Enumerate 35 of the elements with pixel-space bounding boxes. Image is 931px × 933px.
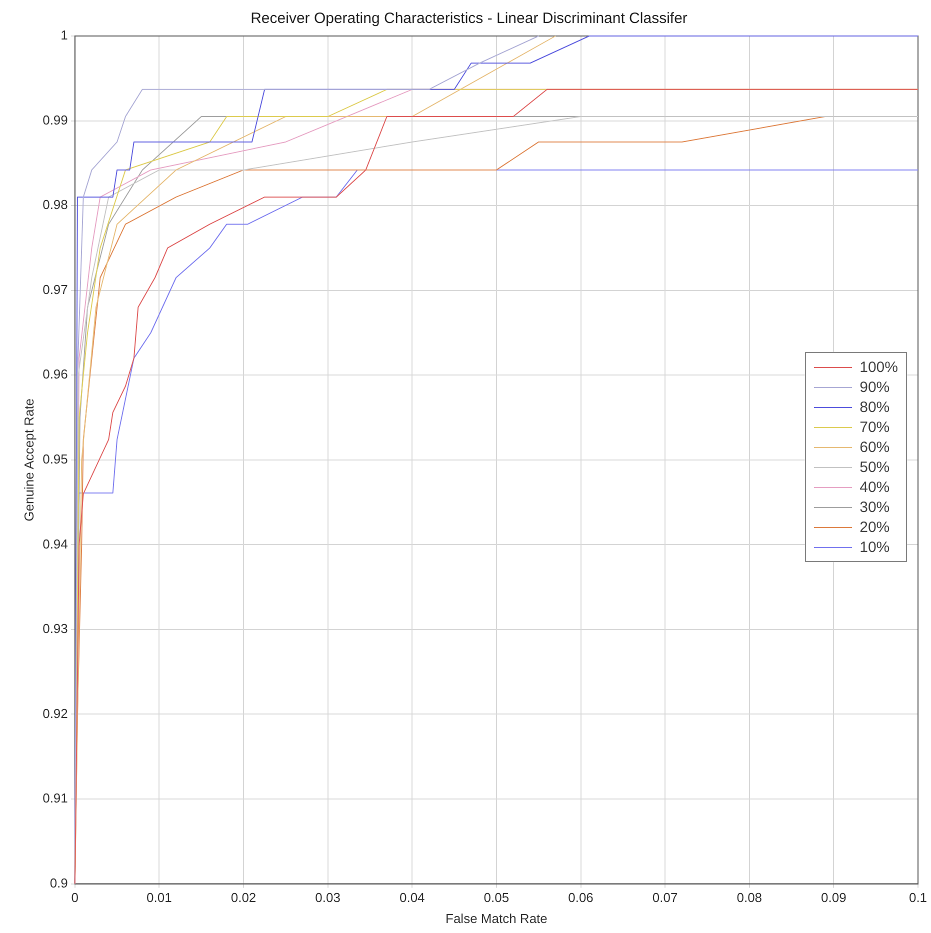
y-tick-label: 0.99	[42, 112, 68, 128]
chart-title: Receiver Operating Characteristics - Linear Discriminant Classifer	[250, 10, 688, 28]
y-tick-label: 0.9	[50, 875, 68, 890]
legend-label: 100%	[860, 358, 898, 376]
y-axis-title: Genuine Accept Rate	[21, 398, 36, 522]
x-tick-label: 0.06	[568, 890, 594, 906]
y-tick-label: 0.95	[42, 451, 68, 466]
x-tick-label: 0.05	[484, 890, 510, 906]
y-tick-label: 0.92	[42, 706, 68, 721]
x-tick-label: 0.1	[908, 890, 928, 906]
x-tick-label: 0.03	[315, 890, 340, 906]
y-tick-label: 1	[60, 28, 68, 43]
legend-label: 70%	[860, 418, 890, 436]
legend-label: 40%	[860, 478, 890, 496]
y-tick-label: 0.94	[42, 536, 68, 552]
y-tick-label: 0.93	[42, 621, 68, 636]
legend-label: 30%	[860, 498, 890, 516]
x-tick-label: 0.02	[230, 890, 256, 906]
y-tick-label: 0.98	[42, 197, 68, 212]
legend-label: 10%	[860, 538, 890, 556]
x-tick-label: 0.08	[736, 890, 762, 906]
legend-label: 20%	[860, 518, 890, 536]
y-tick-label: 0.91	[42, 790, 68, 806]
y-tick-label: 0.97	[42, 282, 68, 297]
legend-label: 90%	[860, 378, 890, 396]
x-tick-label: 0.01	[146, 890, 172, 906]
y-tick-label: 0.96	[42, 366, 68, 382]
x-tick-label: 0.07	[652, 890, 678, 906]
x-tick-label: 0	[71, 890, 79, 906]
legend-label: 60%	[860, 438, 890, 456]
x-axis-title: False Match Rate	[446, 910, 548, 926]
legend-label: 50%	[860, 458, 890, 476]
x-tick-label: 0.09	[821, 890, 846, 906]
x-tick-label: 0.04	[399, 890, 425, 906]
legend-label: 80%	[860, 398, 890, 416]
